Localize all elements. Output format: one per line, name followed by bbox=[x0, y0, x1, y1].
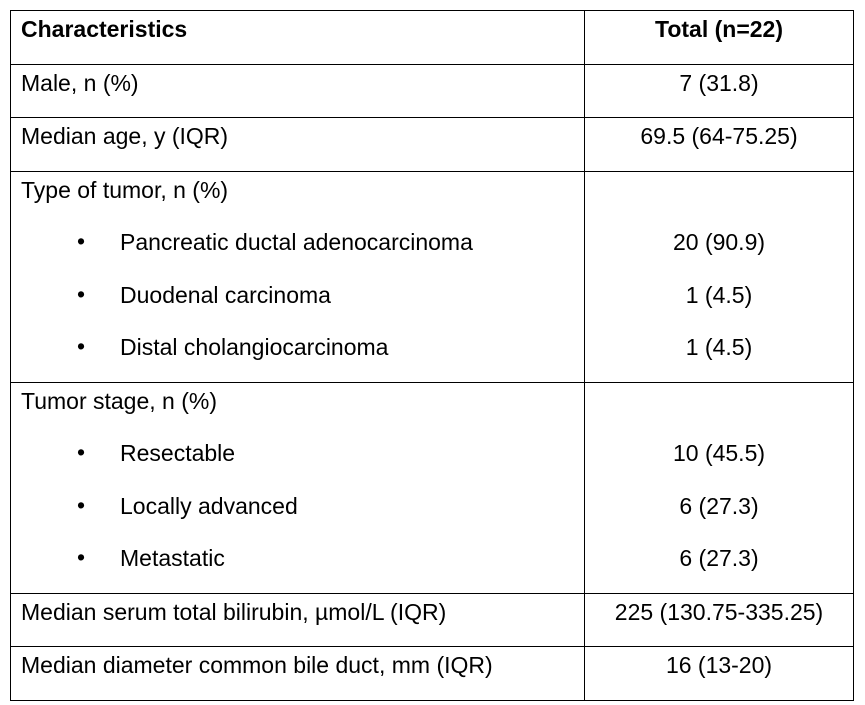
table-row: Male, n (%) 7 (31.8) bbox=[11, 64, 853, 118]
list-item-label: Resectable bbox=[120, 440, 236, 466]
list-item-value: 20 (90.9) bbox=[672, 229, 766, 255]
row-label-cell: Male, n (%) bbox=[11, 64, 585, 117]
table-row: Median diameter common bile duct, mm (IQ… bbox=[11, 647, 853, 700]
header-total: Total (n=22) bbox=[654, 16, 783, 42]
list-item-value: 6 (27.3) bbox=[679, 545, 759, 571]
row-value: 16 (13-20) bbox=[665, 652, 773, 678]
table-row: Tumor stage, n (%) • Resectable • Locall… bbox=[11, 382, 853, 594]
row-label: Male, n (%) bbox=[21, 69, 139, 96]
row-value: 69.5 (64-75.25) bbox=[640, 123, 798, 149]
spacer bbox=[585, 383, 853, 436]
spacer bbox=[585, 172, 853, 225]
characteristics-table: Characteristics Total (n=22) Male, n (%)… bbox=[10, 10, 854, 701]
list-item: • Locally advanced bbox=[11, 488, 584, 541]
row-label: Median age, y (IQR) bbox=[21, 123, 229, 149]
bullet-icon: • bbox=[77, 491, 86, 518]
list-item: • Distal cholangiocarcinoma bbox=[11, 329, 584, 382]
row-value: 225 (130.75-335.25) bbox=[614, 598, 824, 625]
list-item-label: Distal cholangiocarcinoma bbox=[120, 334, 389, 360]
row-label: Type of tumor, n (%) bbox=[21, 176, 229, 203]
table-row: Median age, y (IQR) 69.5 (64-75.25) bbox=[11, 118, 853, 172]
list-item-label: Duodenal carcinoma bbox=[120, 281, 331, 308]
list-item: • Pancreatic ductal adenocarcinoma bbox=[11, 224, 584, 277]
list-item: • Duodenal carcinoma bbox=[11, 277, 584, 330]
bullet-icon: • bbox=[77, 228, 86, 254]
list-item-label: Pancreatic ductal adenocarcinoma bbox=[120, 229, 473, 255]
table-row: Median serum total bilirubin, µmol/L (IQ… bbox=[11, 593, 853, 647]
list-item-label: Locally advanced bbox=[120, 492, 298, 519]
row-value-cell: 225 (130.75-335.25) bbox=[585, 594, 853, 647]
row-value-cell: 69.5 (64-75.25) bbox=[585, 118, 853, 171]
row-value: 7 (31.8) bbox=[679, 69, 759, 96]
row-label: Tumor stage, n (%) bbox=[21, 387, 217, 414]
table-header-row: Characteristics Total (n=22) bbox=[11, 11, 853, 65]
row-label-cell: Median age, y (IQR) bbox=[11, 118, 585, 171]
bullet-icon: • bbox=[77, 544, 86, 570]
row-value-cell: 10 (45.5) 6 (27.3) 6 (27.3) bbox=[585, 383, 853, 593]
row-value-cell: 7 (31.8) bbox=[585, 65, 853, 118]
header-cell-characteristics: Characteristics bbox=[11, 11, 585, 64]
list-item: • Metastatic bbox=[11, 540, 584, 593]
row-label-cell: Median diameter common bile duct, mm (IQ… bbox=[11, 647, 585, 700]
row-value-cell: 16 (13-20) bbox=[585, 647, 853, 700]
row-label: Median serum total bilirubin, µmol/L (IQ… bbox=[21, 598, 447, 625]
row-label-cell: Median serum total bilirubin, µmol/L (IQ… bbox=[11, 593, 585, 646]
bullet-icon: • bbox=[77, 333, 86, 359]
row-label-cell: Type of tumor, n (%) • Pancreatic ductal… bbox=[11, 171, 585, 382]
row-label: Median diameter common bile duct, mm (IQ… bbox=[21, 652, 493, 678]
table-row: Type of tumor, n (%) • Pancreatic ductal… bbox=[11, 171, 853, 383]
list-item-value: 6 (27.3) bbox=[679, 492, 759, 519]
bullet-icon: • bbox=[77, 439, 86, 465]
row-label-cell: Tumor stage, n (%) • Resectable • Locall… bbox=[11, 382, 585, 593]
bullet-icon: • bbox=[77, 280, 86, 307]
list-item-value: 1 (4.5) bbox=[685, 334, 753, 360]
list-item-value: 10 (45.5) bbox=[672, 440, 766, 466]
list-item: • Resectable bbox=[11, 435, 584, 488]
list-item-label: Metastatic bbox=[120, 545, 225, 571]
header-cell-total: Total (n=22) bbox=[585, 11, 853, 64]
header-characteristics: Characteristics bbox=[21, 16, 188, 42]
row-value-cell: 20 (90.9) 1 (4.5) 1 (4.5) bbox=[585, 172, 853, 382]
list-item-value: 1 (4.5) bbox=[685, 281, 753, 308]
